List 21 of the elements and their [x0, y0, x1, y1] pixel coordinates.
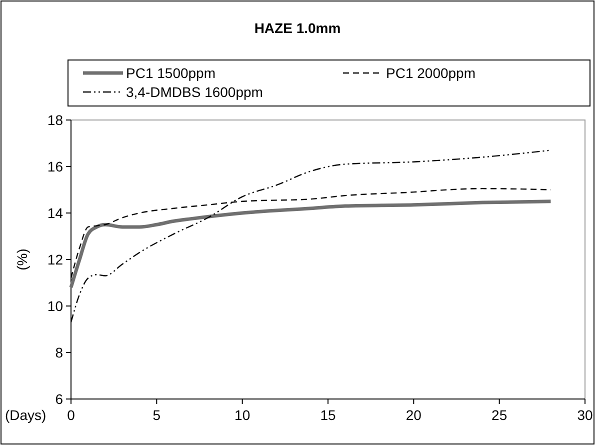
x-tick-label: 15: [320, 407, 336, 423]
x-tick-label: 25: [492, 407, 508, 423]
y-tick-label: 8: [55, 344, 64, 360]
legend-label: PC1 1500ppm: [126, 64, 216, 81]
x-tick-label: 5: [152, 407, 161, 423]
y-tick-label: 12: [47, 251, 64, 268]
x-axis-title: (Days): [5, 407, 46, 423]
x-tick-label: 0: [67, 407, 76, 423]
x-tick-label: 10: [234, 407, 250, 423]
y-tick-label: 6: [55, 390, 64, 407]
legend-label: 3,4-DMDBS 1600ppm: [126, 84, 263, 100]
y-tick-label: 14: [47, 204, 64, 221]
legend-label: PC1 2000ppm: [386, 64, 476, 81]
chart-title: HAZE 1.0mm: [254, 20, 341, 36]
y-tick-label: 18: [47, 112, 64, 128]
x-tick-label: 20: [406, 407, 422, 423]
y-tick-label: 10: [47, 298, 64, 314]
x-tick-label: 30: [577, 407, 593, 423]
y-axis-title: (%): [14, 248, 30, 270]
y-tick-label: 16: [47, 158, 64, 174]
line-series: [69, 200, 552, 290]
